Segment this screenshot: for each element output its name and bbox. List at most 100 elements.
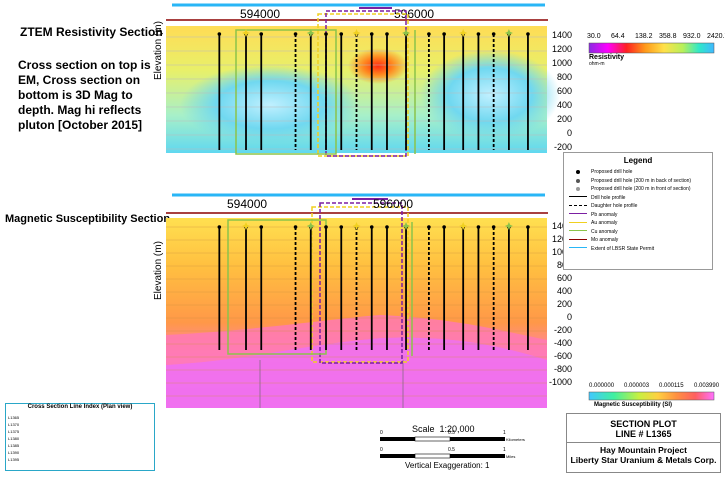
anomaly-star-marker <box>459 222 468 230</box>
legend-label: Cu anomaly <box>591 228 618 235</box>
resistivity-tick-label: 30.0 <box>587 33 601 40</box>
resistivity-scale-title: Resistivity <box>589 54 625 61</box>
bottom-elevation-label: Elevation (m) <box>153 241 164 300</box>
drill-hole-collar <box>385 32 389 36</box>
y-tick-label: 1400 <box>551 30 572 40</box>
drill-hole-collar <box>217 32 222 36</box>
legend-symbol <box>569 238 587 245</box>
drill-hole-collar <box>324 225 328 229</box>
index-title: Cross Section Line Index (Plan view) <box>27 404 133 410</box>
plot-project: Hay Mountain Project <box>600 445 687 455</box>
mag-colorbar <box>588 391 715 401</box>
y-tick-label: 1200 <box>551 44 572 54</box>
plot-line-number: LINE # L1365 <box>615 429 672 439</box>
resistivity-tick-label: 2420.7 <box>707 33 725 40</box>
resistivity-colorbar <box>588 42 715 54</box>
legend-title: Legend <box>623 156 653 165</box>
scale-label: Scale 1:20,000 <box>412 424 475 434</box>
index-line-label: L1380 <box>8 436 20 441</box>
anomaly-star-marker <box>242 222 251 230</box>
legend-item: Proposed drill hole (200 m in back of se… <box>564 177 712 186</box>
legend-label: Pb anomaly <box>591 211 618 218</box>
y-tick-label: 1200 <box>551 234 572 244</box>
y-tick-label: -200 <box>553 325 572 335</box>
drill-hole-collar <box>369 32 374 36</box>
mi-tick: 1 <box>503 447 506 453</box>
legend-item: Cu anomaly <box>564 228 712 237</box>
drill-hole-collar <box>526 32 530 36</box>
anomaly-star-marker <box>402 29 411 37</box>
km-tick: 1 <box>503 430 506 436</box>
drill-hole-collar <box>491 32 496 36</box>
legend-item: Pb anomaly <box>564 211 712 220</box>
drill-hole-collar <box>369 225 374 229</box>
y-tick-label: 400 <box>556 100 572 110</box>
anomaly-star-marker <box>504 222 513 230</box>
bottom-coord-left: 594000 <box>227 197 268 211</box>
top-coord-left: 594000 <box>240 7 281 21</box>
vertical-exaggeration: Vertical Exaggeration: 1 <box>405 461 490 470</box>
legend: Legend Proposed drill hole Proposed drill… <box>563 152 713 270</box>
y-tick-label: 200 <box>556 114 572 124</box>
plot-title: SECTION PLOT <box>610 419 677 429</box>
resistivity-scale-unit: ohm-m <box>589 61 605 67</box>
drill-hole-collar <box>324 32 328 36</box>
y-tick-label: 1400 <box>551 221 572 231</box>
anomaly-star-marker <box>402 222 411 230</box>
legend-symbol <box>569 196 587 202</box>
y-tick-label: -1000 <box>548 377 572 387</box>
legend-symbol <box>569 204 587 211</box>
y-tick-label: 0 <box>566 312 572 322</box>
resistivity-tick-label: 64.4 <box>611 33 625 40</box>
mag-tick-label: 0.000003 <box>624 383 650 389</box>
bottom-coord-right: 596000 <box>373 197 414 211</box>
legend-item: Extent of LBSR State Permit <box>564 245 712 254</box>
mi-unit: Miles <box>506 454 516 459</box>
drill-hole-collar <box>476 32 481 36</box>
y-tick-label: -800 <box>553 364 572 374</box>
legend-symbol <box>569 247 587 253</box>
legend-symbol <box>569 213 587 219</box>
top-drill-holes <box>217 29 530 150</box>
drill-hole-collar <box>339 32 344 36</box>
y-tick-label: -600 <box>553 351 572 361</box>
legend-item: Au anomaly <box>564 219 712 228</box>
anomaly-star-marker <box>459 29 468 37</box>
legend-symbol <box>569 230 587 236</box>
legend-item: Mo anomaly <box>564 236 712 245</box>
y-tick-label: 400 <box>556 286 572 296</box>
mag-section-title: Magnetic Susceptibility Section <box>5 213 171 225</box>
legend-label: Au anomaly <box>591 220 618 227</box>
y-tick-label: 1000 <box>551 247 572 257</box>
bottom-drill-holes <box>217 222 530 350</box>
anomaly-star-marker <box>352 222 361 230</box>
km-tick: 0.5 <box>448 430 455 436</box>
anomaly-star-marker <box>352 29 361 37</box>
y-tick-label: 800 <box>556 72 572 82</box>
resistivity-high <box>348 48 408 84</box>
y-tick-label: -400 <box>553 338 572 348</box>
legend-label: Drill hole profile <box>591 194 626 201</box>
cross-section-index: Cross Section Line Index (Plan view) L13… <box>5 403 155 471</box>
mi-tick: 0.5 <box>448 447 455 453</box>
mag-scale-title: Magnetic Susceptibility (SI) <box>594 402 673 408</box>
drill-hole-collar <box>442 32 446 36</box>
resistivity-tick-label: 138.2 <box>635 33 653 40</box>
index-line-label: L1390 <box>8 450 20 455</box>
y-tick-label: 200 <box>556 299 572 309</box>
legend-label: Proposed drill hole (200 m in back of se… <box>591 177 692 184</box>
ztem-section-title: ZTEM Resistivity Section <box>20 25 163 39</box>
index-line-label: L1385 <box>8 443 20 448</box>
km-tick: 0 <box>380 430 383 436</box>
mag-tick-label: 0.003990 <box>694 383 720 389</box>
section-plot-box: SECTION PLOT LINE # L1365 Hay Mountain P… <box>566 413 721 473</box>
legend-item: Daughter hole profile <box>564 202 712 211</box>
scale-bars <box>380 436 505 459</box>
legend-item: Proposed drill hole <box>564 168 712 177</box>
y-tick-label: 1000 <box>551 58 572 68</box>
legend-symbol <box>569 221 587 228</box>
legend-label: Mo anomaly <box>591 237 619 244</box>
legend-label: Proposed drill hole (200 m in front of s… <box>591 186 691 193</box>
drill-hole-collar <box>476 225 481 229</box>
drill-hole-collar <box>293 32 298 36</box>
